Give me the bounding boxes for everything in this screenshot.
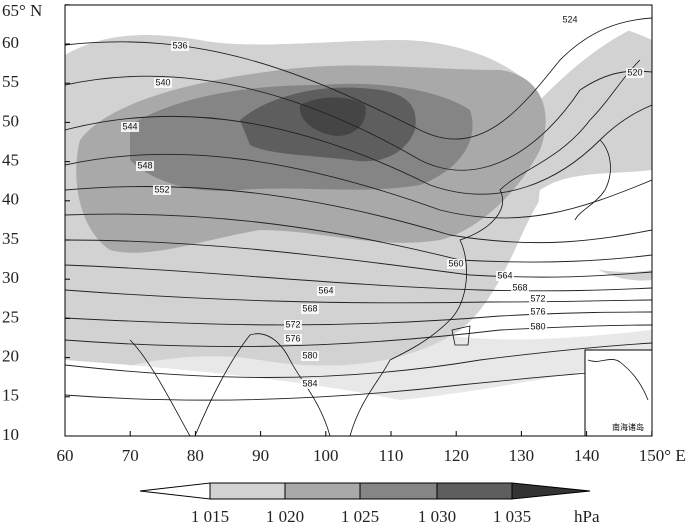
lon-label: 150° E bbox=[639, 446, 686, 465]
contour-label-bg bbox=[121, 122, 139, 132]
lat-label: 40 bbox=[2, 190, 19, 209]
lat-label: 30 bbox=[2, 268, 19, 287]
contour-label-bg bbox=[153, 185, 171, 195]
contour-label: 548 bbox=[137, 160, 152, 170]
contour-label: 536 bbox=[172, 40, 187, 50]
contour-label-bg bbox=[301, 304, 319, 314]
lon-label: 100 bbox=[313, 446, 339, 465]
lon-label: 70 bbox=[122, 446, 139, 465]
lat-label: 50 bbox=[2, 111, 19, 130]
lat-label: 45 bbox=[2, 151, 19, 170]
contour-label: 572 bbox=[285, 319, 300, 329]
coastlines bbox=[129, 59, 641, 437]
contour-label-bg bbox=[317, 286, 335, 296]
inset-map: 南海诸岛 bbox=[584, 349, 653, 437]
contour-label: 560 bbox=[448, 258, 463, 268]
contour-label-bg bbox=[284, 320, 302, 330]
contour-label: 580 bbox=[302, 350, 317, 360]
lon-label: 140 bbox=[574, 446, 600, 465]
contour-label-bg bbox=[301, 379, 319, 389]
contour-label-bg bbox=[284, 334, 302, 344]
legend-label: 1 020 bbox=[266, 507, 304, 526]
contour-label-bg bbox=[529, 294, 547, 304]
labels: 10 15 20 25 30 35 40 45 50 55 60 65° N 60 70 80 90 100 11… bbox=[2, 1, 686, 465]
pressure-field bbox=[65, 5, 652, 436]
legend-label: 1 030 bbox=[418, 507, 456, 526]
contour-label: 576 bbox=[285, 333, 300, 343]
contour-label: 568 bbox=[302, 303, 317, 313]
legend-label: 1 035 bbox=[493, 507, 531, 526]
contour-label: 564 bbox=[497, 270, 512, 280]
lon-label: 120 bbox=[443, 446, 469, 465]
contour-label: 576 bbox=[530, 306, 545, 316]
contour-label-bg bbox=[561, 15, 579, 25]
contour-label: 580 bbox=[530, 321, 545, 331]
contour-label: 540 bbox=[155, 77, 170, 87]
contour-label-bg bbox=[511, 283, 529, 293]
lat-label: 60 bbox=[2, 33, 19, 52]
contour-label-bg bbox=[154, 78, 172, 88]
lat-label: 20 bbox=[2, 347, 19, 366]
lon-label: 90 bbox=[252, 446, 269, 465]
lat-label: 55 bbox=[2, 72, 19, 91]
contour-label: 564 bbox=[318, 285, 333, 295]
contour-label: 584 bbox=[302, 378, 317, 388]
contour-label-bg bbox=[496, 271, 514, 281]
legend-label: 1 015 bbox=[191, 507, 229, 526]
contour-label: 520 bbox=[627, 67, 642, 77]
lat-label: 25 bbox=[2, 307, 19, 326]
lat-label: 10 bbox=[2, 425, 19, 444]
contour-label: 572 bbox=[530, 293, 545, 303]
contour-label-bg bbox=[529, 322, 547, 332]
contour-label: 544 bbox=[122, 121, 137, 131]
contour-label-bg bbox=[447, 259, 465, 269]
contour-label: 524 bbox=[562, 14, 577, 24]
contour-label-bg bbox=[136, 161, 154, 171]
lat-label: 15 bbox=[2, 386, 19, 405]
lon-label: 80 bbox=[187, 446, 204, 465]
lon-label: 60 bbox=[57, 446, 74, 465]
legend-unit: hPa bbox=[574, 507, 600, 526]
contour-label-bg bbox=[171, 41, 189, 51]
contour-label: 552 bbox=[154, 184, 169, 194]
lat-label: 35 bbox=[2, 229, 19, 248]
lon-label: 130 bbox=[509, 446, 535, 465]
contour-label-bg bbox=[529, 307, 547, 317]
legend: 1 015 1 020 1 025 1 030 1 035 hPa bbox=[139, 482, 600, 526]
inset-label: 南海诸岛 bbox=[612, 422, 644, 432]
contour-label-bg bbox=[626, 68, 644, 78]
legend-label: 1 025 bbox=[341, 507, 379, 526]
lat-label: 65° N bbox=[2, 1, 42, 20]
contour-label: 568 bbox=[512, 282, 527, 292]
plot-frame bbox=[64, 4, 653, 437]
contour-label-bg bbox=[301, 351, 319, 361]
lon-label: 110 bbox=[379, 446, 404, 465]
